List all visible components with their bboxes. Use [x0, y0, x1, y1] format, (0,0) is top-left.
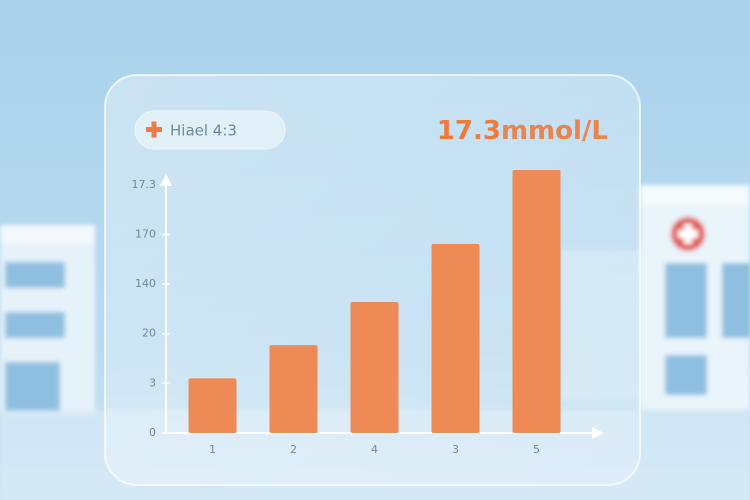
bar: [431, 243, 480, 433]
reading-value: 17.3: [437, 116, 501, 146]
x-tick-label: 3: [452, 443, 459, 456]
badge: [134, 110, 286, 150]
x-tick-label: 1: [209, 443, 216, 456]
glass-card: [104, 74, 641, 486]
bar: [269, 345, 318, 433]
x-tick-label: 5: [533, 443, 540, 456]
y-tick-label: 3: [149, 376, 156, 389]
bar: [188, 378, 237, 433]
reading: 17.3mmol/L: [437, 116, 608, 146]
plus-icon: [151, 121, 157, 138]
y-tick-label: 20: [142, 327, 156, 340]
y-tick-label: 140: [135, 277, 156, 290]
x-tick-label: 2: [290, 443, 297, 456]
reading-unit: mmol/L: [501, 116, 608, 146]
y-tick-label: 0: [149, 426, 156, 439]
bar: [350, 301, 399, 433]
bar: [512, 169, 561, 434]
x-tick-label: 4: [371, 443, 378, 456]
y-tick-label: 170: [135, 227, 156, 240]
y-tick-label: 17.3: [132, 178, 157, 191]
x-axis-arrow: [592, 427, 604, 439]
badge-label: Hiael 4:3: [170, 122, 237, 140]
y-axis-arrow: [160, 174, 172, 186]
